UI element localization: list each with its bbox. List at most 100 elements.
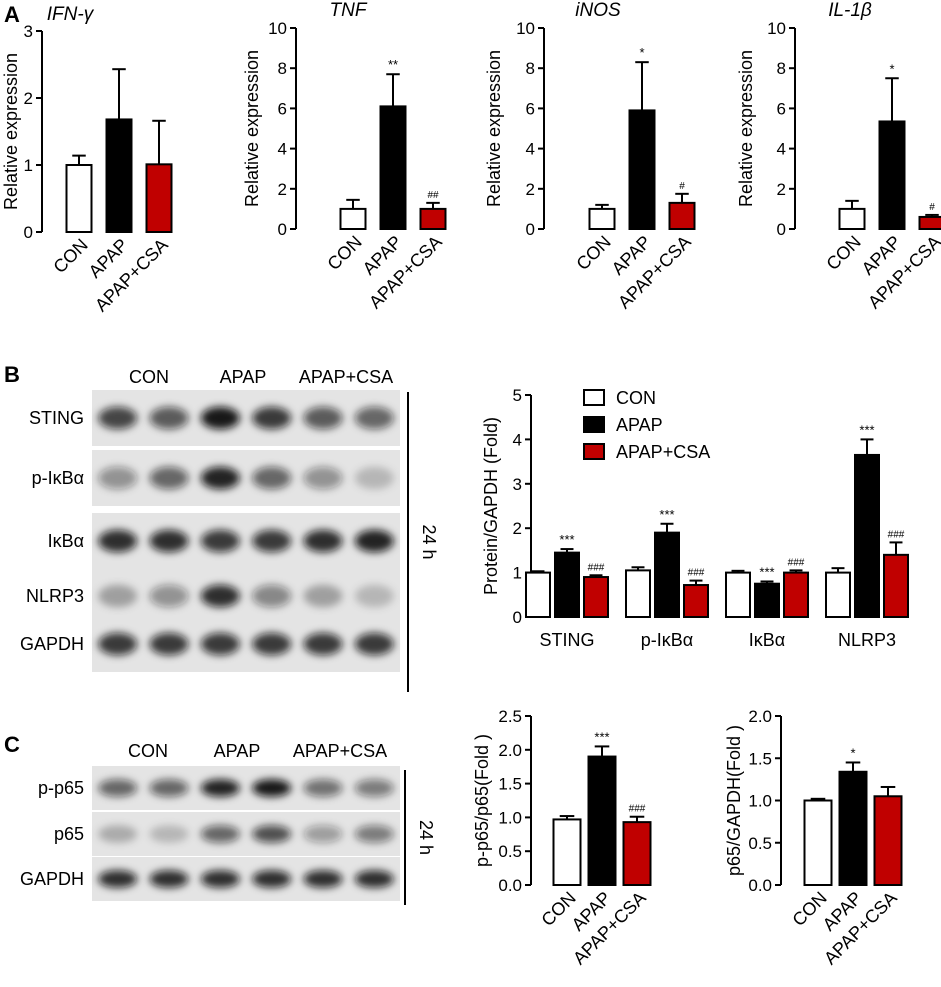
y-tick-label: 5 xyxy=(513,386,522,405)
y-tick-label: 0 xyxy=(777,220,786,239)
legend-label: APAP xyxy=(616,415,663,435)
b-protein-band xyxy=(149,584,189,608)
significance-label: ### xyxy=(788,557,805,568)
significance-label: ## xyxy=(427,190,439,201)
panel-label-a: A xyxy=(4,2,20,27)
legend-swatch xyxy=(583,416,605,433)
c-protein-band xyxy=(354,870,394,888)
y-tick-label: 2 xyxy=(777,180,786,199)
b-protein-band xyxy=(98,632,138,656)
y-axis-label: Protein/GAPDH (Fold) xyxy=(481,417,501,595)
significance-label: *** xyxy=(559,532,574,547)
b-protein-label: p-IκBα xyxy=(32,468,84,488)
b-protein-band xyxy=(149,529,189,553)
b-protein-band xyxy=(303,529,343,553)
bar xyxy=(419,207,447,230)
b-protein-band xyxy=(200,529,240,553)
b-protein-band xyxy=(149,406,189,430)
chart-title: IL-1β xyxy=(828,0,872,21)
c-protein-band xyxy=(354,825,394,843)
b-protein-band xyxy=(303,466,343,490)
b-group-label: CON xyxy=(129,367,169,387)
y-tick-label: 0 xyxy=(526,220,535,239)
significance-label: *** xyxy=(659,507,674,522)
bar xyxy=(552,818,582,886)
c-western-blot: CON APAP APAP+CSA p-p65 p65 GAPDH 24 h xyxy=(20,741,436,905)
b-protein-band xyxy=(252,466,292,490)
b-protein-band xyxy=(252,529,292,553)
y-tick-label: 1.5 xyxy=(748,749,772,768)
x-category-label: CON xyxy=(323,232,365,274)
c-protein-band xyxy=(149,870,189,888)
y-tick-label: 6 xyxy=(777,99,786,118)
c-protein-band xyxy=(98,825,138,843)
c-protein-band xyxy=(303,779,343,797)
bar xyxy=(754,582,780,619)
bar xyxy=(668,201,696,230)
y-axis-label: Relative expression xyxy=(736,50,756,207)
bar xyxy=(918,215,941,231)
y-tick-label: 2.0 xyxy=(498,741,522,760)
c-group-label: CON xyxy=(128,741,168,761)
b-blot-strip xyxy=(92,390,400,446)
bar xyxy=(105,118,133,233)
bar xyxy=(883,553,909,619)
bar xyxy=(525,571,551,618)
b-protein-band xyxy=(354,632,394,656)
significance-label: # xyxy=(679,181,685,192)
c-time-label: 24 h xyxy=(416,820,436,855)
b-protein-label: STING xyxy=(29,408,84,428)
c-protein-band xyxy=(149,825,189,843)
significance-label: ### xyxy=(629,804,646,815)
bar xyxy=(145,163,173,233)
significance-label: ### xyxy=(588,562,605,573)
y-axis-label: p-p65/p65(Fold ) xyxy=(472,734,492,867)
bar xyxy=(878,120,906,230)
bar xyxy=(379,105,407,230)
y-tick-label: 2 xyxy=(278,180,287,199)
y-tick-label: 4 xyxy=(526,140,535,159)
c-blot-strip xyxy=(92,812,400,856)
b-blot-strip xyxy=(92,450,400,506)
significance-label: ### xyxy=(688,568,705,579)
y-tick-label: 2 xyxy=(513,519,522,538)
b-blot-strip xyxy=(92,616,400,672)
b-protein-band xyxy=(252,632,292,656)
c-protein-band xyxy=(200,870,240,888)
c-protein-band xyxy=(252,825,292,843)
c-protein-band xyxy=(252,779,292,797)
b-protein-band xyxy=(303,406,343,430)
y-tick-label: 0 xyxy=(513,608,522,627)
y-tick-label: 4 xyxy=(513,430,522,449)
y-tick-label: 2 xyxy=(526,180,535,199)
y-tick-label: 10 xyxy=(767,19,786,38)
y-tick-label: 1.0 xyxy=(498,808,522,827)
c-protein-band xyxy=(252,870,292,888)
bar xyxy=(725,571,751,618)
c-blot-strip xyxy=(92,857,400,901)
y-tick-label: 0.0 xyxy=(748,876,772,895)
b-group-label: APAP xyxy=(220,367,267,387)
chart-title: iNOS xyxy=(575,0,621,21)
bar xyxy=(554,551,580,618)
c-protein-band xyxy=(200,779,240,797)
bar xyxy=(838,770,868,887)
c-protein-band xyxy=(149,779,189,797)
b-blot-strip xyxy=(92,513,400,569)
c-protein-band xyxy=(200,825,240,843)
y-tick-label: 0.5 xyxy=(498,842,522,861)
b-protein-band xyxy=(303,632,343,656)
y-tick-label: 10 xyxy=(516,19,535,38)
panel-label-c: C xyxy=(4,732,20,757)
b-western-blot: CON APAP APAP+CSA STING p-IκBα IκBα NLRP3 GAPDH… xyxy=(20,367,439,692)
x-category-label: CON xyxy=(572,232,614,274)
y-tick-label: 0.5 xyxy=(748,834,772,853)
significance-label: *** xyxy=(759,564,774,579)
b-protein-band xyxy=(149,632,189,656)
b-protein-band xyxy=(252,584,292,608)
c-group-label: APAP xyxy=(214,741,261,761)
significance-label: ** xyxy=(388,57,398,72)
legend-swatch xyxy=(583,389,605,406)
